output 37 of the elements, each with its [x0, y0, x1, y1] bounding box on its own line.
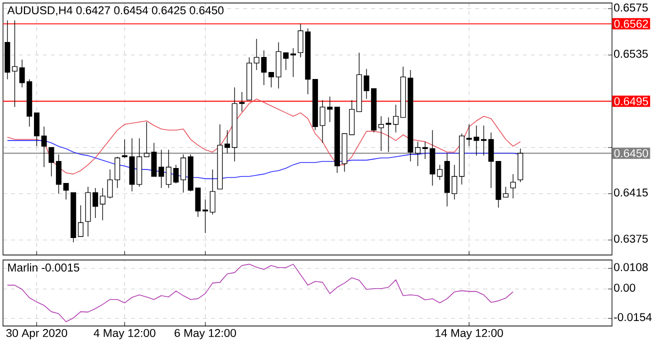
candlestick [12, 20, 18, 108]
candlestick [34, 112, 40, 147]
y-tick-label: -0.0154 [614, 313, 652, 322]
y-tick-label: 0.0108 [614, 263, 648, 272]
y-tick-label: 0.6375 [614, 234, 648, 243]
candlestick [393, 104, 399, 133]
candlestick [48, 147, 54, 177]
candlestick [100, 188, 106, 221]
candlestick [437, 164, 443, 180]
candlestick [510, 174, 516, 199]
candlestick [41, 126, 47, 168]
y-tick-label: 0.6575 [614, 4, 648, 12]
candlestick [210, 169, 216, 215]
y-tick-label: 0.6415 [614, 188, 648, 196]
chart-title: AUDUSD,H4 0.6427 0.6454 0.6425 0.6450 [7, 6, 224, 16]
candlestick [224, 130, 230, 154]
y-tick-label: 0.00 [614, 284, 636, 292]
candlestick [502, 186, 508, 198]
candlestick [480, 125, 487, 156]
chart-title: Marlin -0.0015 [8, 263, 80, 272]
candlestick [415, 141, 421, 166]
candlestick [202, 199, 208, 234]
ref-line-label: 0.6562 [614, 20, 648, 28]
x-tick-label: 14 May 12:00 [436, 329, 503, 340]
x-tick-label: 4 May 12:00 [94, 329, 156, 340]
x-tick-label: 6 May 12:00 [174, 329, 236, 340]
candlestick [290, 48, 296, 78]
ref-line-label: 0.6450 [614, 149, 648, 158]
candlestick [78, 204, 84, 237]
candlestick [180, 154, 186, 193]
candlestick [158, 149, 164, 188]
candlestick [268, 72, 274, 88]
x-tick-label: 30 Apr 2020 [6, 329, 68, 340]
candlestick [63, 182, 69, 200]
candlestick [56, 154, 62, 194]
ref-line-label: 0.6495 [614, 97, 648, 106]
y-tick-label: 0.6535 [614, 50, 648, 58]
